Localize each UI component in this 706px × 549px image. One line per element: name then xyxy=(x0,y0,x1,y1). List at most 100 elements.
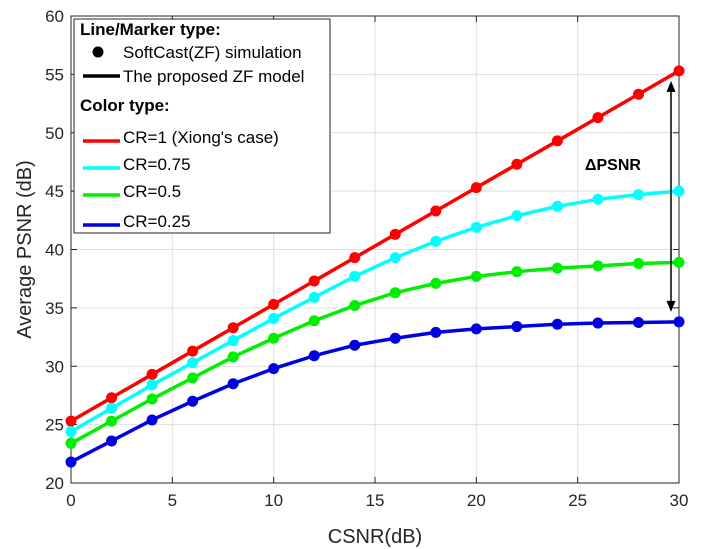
series-1 xyxy=(65,185,685,438)
data-point xyxy=(227,351,239,363)
series-0 xyxy=(65,65,685,427)
data-point xyxy=(551,200,563,212)
x-tick-label: 5 xyxy=(168,491,177,510)
data-point xyxy=(551,262,563,274)
data-point xyxy=(65,456,77,468)
x-tick-label: 10 xyxy=(264,491,283,510)
legend: Line/Marker type: SoftCast(ZF) simulatio… xyxy=(73,18,331,234)
data-point xyxy=(65,437,77,449)
axis-ticks: 0 5 10 15 20 25 30 20 25 30 35 40 45 50 55 60 xyxy=(45,7,688,510)
data-point xyxy=(673,316,685,328)
data-point xyxy=(470,221,482,233)
x-axis-label: CSNR(dB) xyxy=(328,526,422,548)
legend-entry-cr-025: CR=0.25 xyxy=(123,212,191,231)
legend-entry-simulation: SoftCast(ZF) simulation xyxy=(123,43,302,62)
data-point xyxy=(349,252,361,264)
data-point xyxy=(268,363,280,375)
data-point xyxy=(146,368,158,380)
data-point xyxy=(106,402,118,414)
y-tick-label: 35 xyxy=(45,299,64,318)
delta-arrowhead-down xyxy=(666,300,676,312)
data-point xyxy=(187,372,199,384)
data-point xyxy=(227,322,239,334)
data-point xyxy=(106,392,118,404)
data-point xyxy=(632,258,644,270)
data-point xyxy=(349,339,361,351)
x-tick-label: 30 xyxy=(670,491,689,510)
data-point xyxy=(592,317,604,329)
data-point xyxy=(268,312,280,324)
data-point xyxy=(308,291,320,303)
data-point xyxy=(268,298,280,310)
data-point xyxy=(389,228,401,240)
x-tick-label: 25 xyxy=(568,491,587,510)
data-point xyxy=(511,321,523,333)
data-point xyxy=(673,256,685,268)
data-point xyxy=(470,323,482,335)
data-point xyxy=(592,193,604,205)
data-point xyxy=(106,435,118,447)
data-point xyxy=(551,318,563,330)
legend-entry-cr-075: CR=0.75 xyxy=(123,155,191,174)
series-line xyxy=(70,189,680,434)
series-lines xyxy=(65,65,685,468)
data-point xyxy=(511,266,523,278)
data-point xyxy=(308,275,320,287)
data-point xyxy=(268,332,280,344)
legend-marker-dot xyxy=(92,46,104,58)
y-tick-label: 20 xyxy=(45,474,64,493)
data-point xyxy=(673,65,685,77)
data-point xyxy=(187,345,199,357)
data-point xyxy=(632,316,644,328)
y-tick-label: 25 xyxy=(45,416,64,435)
data-point xyxy=(632,189,644,201)
data-point xyxy=(308,315,320,327)
x-tick-label: 20 xyxy=(467,491,486,510)
data-point xyxy=(592,112,604,124)
data-point xyxy=(146,393,158,405)
delta-psnr-annotation: ΔPSNR xyxy=(585,80,676,312)
data-point xyxy=(106,415,118,427)
data-point xyxy=(389,287,401,299)
legend-entry-cr-1: CR=1 (Xiong's case) xyxy=(123,128,279,147)
data-point xyxy=(632,88,644,100)
data-point xyxy=(673,185,685,197)
data-point xyxy=(430,205,442,217)
data-point xyxy=(511,158,523,170)
data-point xyxy=(227,378,239,390)
data-point xyxy=(592,260,604,272)
y-axis-label: Average PSNR (dB) xyxy=(14,160,36,339)
data-point xyxy=(551,135,563,147)
data-point xyxy=(470,270,482,282)
legend-box xyxy=(73,18,331,234)
data-point xyxy=(349,300,361,312)
data-point xyxy=(470,182,482,194)
data-point xyxy=(146,414,158,426)
data-point xyxy=(430,277,442,289)
data-point xyxy=(511,210,523,222)
data-point xyxy=(65,415,77,427)
data-point xyxy=(65,426,77,438)
legend-marker-header: Line/Marker type: xyxy=(80,20,221,39)
y-tick-label: 60 xyxy=(45,7,64,26)
y-tick-label: 40 xyxy=(45,241,64,260)
data-point xyxy=(389,252,401,264)
data-point xyxy=(349,270,361,282)
legend-entry-model: The proposed ZF model xyxy=(123,67,304,86)
data-point xyxy=(187,357,199,369)
legend-entry-cr-05: CR=0.5 xyxy=(123,182,181,201)
x-tick-label: 15 xyxy=(366,491,385,510)
data-point xyxy=(227,335,239,347)
series-line xyxy=(70,320,680,464)
series-line xyxy=(70,260,680,445)
x-tick-label: 0 xyxy=(66,491,75,510)
data-point xyxy=(430,326,442,338)
y-tick-label: 45 xyxy=(45,182,64,201)
y-tick-label: 55 xyxy=(45,65,64,84)
data-point xyxy=(430,235,442,247)
delta-arrowhead-up xyxy=(666,80,676,92)
data-point xyxy=(187,395,199,407)
data-point xyxy=(308,350,320,362)
series-2 xyxy=(65,256,685,449)
